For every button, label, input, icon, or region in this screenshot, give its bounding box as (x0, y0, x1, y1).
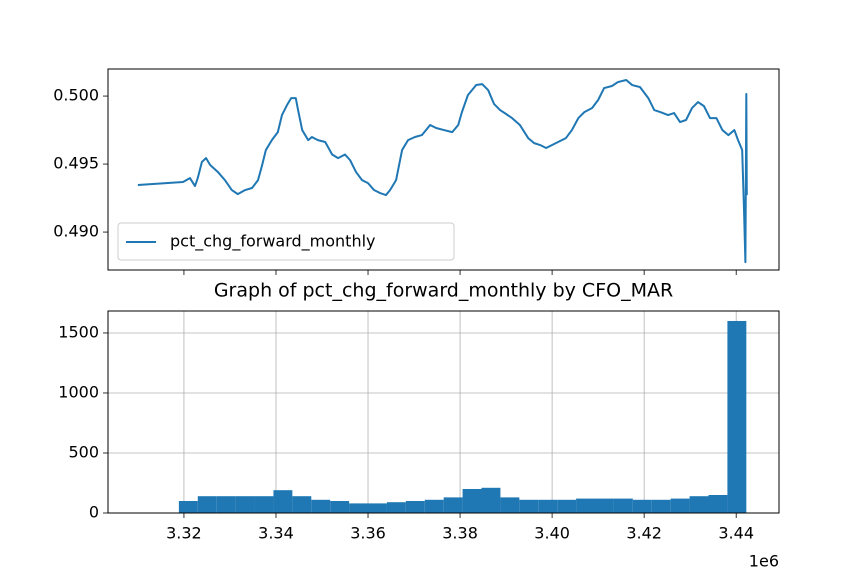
chart-title: Graph of pct_chg_forward_monthly by CFO_… (214, 280, 673, 302)
histogram-bar (462, 488, 482, 513)
y-tick-label: 500 (68, 442, 99, 461)
histogram-bar (330, 500, 350, 513)
x-tick-label: 3.34 (258, 524, 294, 543)
histogram-bar (216, 496, 236, 513)
histogram-bar (405, 500, 425, 513)
y-tick-label: 0 (89, 503, 99, 522)
histogram-bar (235, 496, 255, 513)
histogram-bar (557, 499, 577, 513)
histogram-bar (311, 499, 331, 513)
histogram-bar (595, 498, 614, 513)
line-series (137, 79, 748, 264)
histogram-bar (727, 320, 747, 513)
x-tick-label: 3.38 (442, 524, 478, 543)
histogram-bar (386, 502, 406, 513)
legend-frame (117, 222, 455, 261)
histogram-bar (254, 496, 274, 513)
histogram-bar (670, 498, 690, 513)
histogram-bar (708, 494, 728, 513)
histogram-bar (576, 498, 596, 513)
histogram-bar (519, 499, 539, 513)
x-tick-label: 3.32 (166, 524, 202, 543)
histogram-bar (368, 503, 387, 513)
histogram-bar (538, 499, 558, 513)
axes-frame (107, 68, 780, 271)
histogram-bar (292, 496, 312, 513)
y-tick-label: 0.495 (53, 154, 99, 173)
y-tick-label: 1500 (58, 322, 99, 341)
y-tick-label: 1000 (58, 382, 99, 401)
axes: 3.32 3.34 3.36 3.38 3.40 3.42 3.44 0 500 1000 1500… (58, 280, 780, 571)
histogram-bar (349, 503, 369, 513)
legend-label: pct_chg_forward_monthly (170, 232, 376, 252)
histogram-bar (613, 498, 633, 513)
histogram-bar (689, 496, 709, 513)
histogram-bar (443, 497, 463, 513)
histogram-bar (424, 499, 444, 513)
x-tick-label: 3.42 (626, 524, 662, 543)
x-tick-label: 3.36 (350, 524, 386, 543)
y-tick-label: 0.490 (53, 222, 99, 241)
histogram-bar (178, 500, 198, 513)
x-tick-label: 3.40 (534, 524, 570, 543)
legend: pct_chg_forward_monthly (117, 222, 455, 261)
x-offset-text: 1e6 (749, 552, 779, 571)
x-tick-label: 3.44 (718, 524, 754, 543)
y-tick-label: 0.500 (53, 86, 99, 105)
histogram-bar (481, 487, 501, 513)
histogram-bar (273, 490, 293, 513)
histogram-bar (500, 497, 520, 513)
histogram-bar (651, 499, 671, 513)
axes: 0.490 0.495 0.500 pct_chg_forward_monthly (53, 68, 780, 275)
histogram-bar (632, 499, 652, 513)
axes-frame (107, 310, 780, 514)
histogram-bar (197, 496, 217, 513)
